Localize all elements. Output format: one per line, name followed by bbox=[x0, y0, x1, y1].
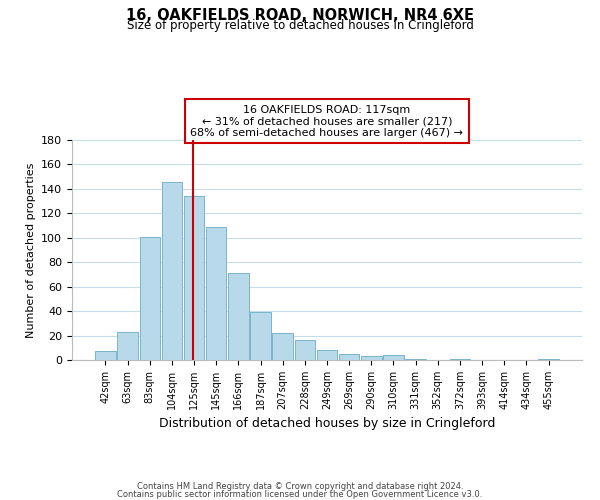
Bar bbox=[383, 355, 404, 360]
Bar bbox=[339, 354, 359, 360]
Bar bbox=[538, 359, 559, 360]
X-axis label: Distribution of detached houses by size in Cringleford: Distribution of detached houses by size … bbox=[159, 418, 495, 430]
Y-axis label: Number of detached properties: Number of detached properties bbox=[26, 162, 35, 338]
Text: Contains HM Land Registry data © Crown copyright and database right 2024.: Contains HM Land Registry data © Crown c… bbox=[137, 482, 463, 491]
Bar bbox=[250, 312, 271, 360]
Bar bbox=[140, 236, 160, 360]
Bar bbox=[450, 359, 470, 360]
Bar bbox=[161, 182, 182, 360]
Bar bbox=[184, 196, 204, 360]
Bar bbox=[317, 350, 337, 360]
Text: Contains public sector information licensed under the Open Government Licence v3: Contains public sector information licen… bbox=[118, 490, 482, 499]
Bar bbox=[118, 332, 138, 360]
Bar bbox=[406, 359, 426, 360]
Bar bbox=[206, 227, 226, 360]
Bar bbox=[361, 356, 382, 360]
Text: 16, OAKFIELDS ROAD, NORWICH, NR4 6XE: 16, OAKFIELDS ROAD, NORWICH, NR4 6XE bbox=[126, 8, 474, 22]
Text: 16 OAKFIELDS ROAD: 117sqm
← 31% of detached houses are smaller (217)
68% of semi: 16 OAKFIELDS ROAD: 117sqm ← 31% of detac… bbox=[191, 104, 464, 138]
Bar bbox=[295, 340, 315, 360]
Bar bbox=[95, 352, 116, 360]
Bar bbox=[228, 273, 248, 360]
Bar bbox=[272, 333, 293, 360]
Text: Size of property relative to detached houses in Cringleford: Size of property relative to detached ho… bbox=[127, 19, 473, 32]
